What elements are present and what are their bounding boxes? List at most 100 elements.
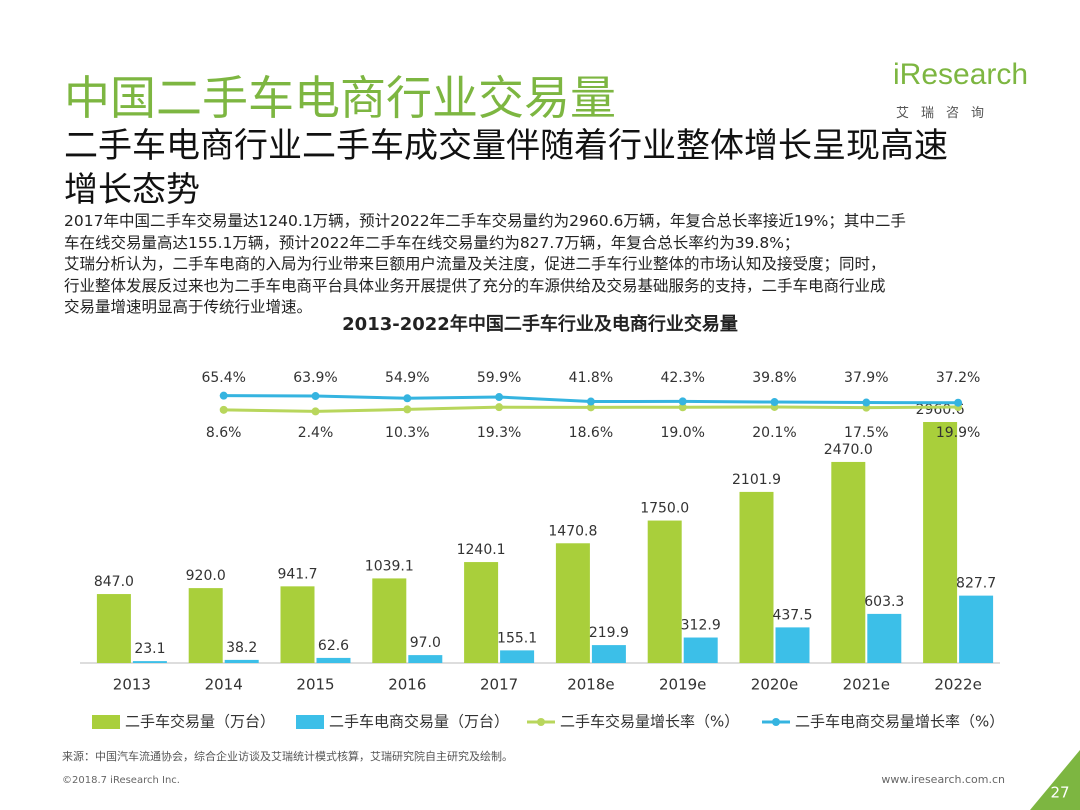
bar xyxy=(224,659,259,663)
x-tick-label: 2016 xyxy=(388,676,426,694)
bar-label: 827.7 xyxy=(956,576,996,592)
corner xyxy=(1030,750,1080,810)
bar xyxy=(500,650,535,663)
bar xyxy=(591,645,626,663)
bar-label: 603.3 xyxy=(864,594,904,610)
bar-label: 920.0 xyxy=(186,568,226,584)
line-marker xyxy=(311,392,320,401)
legend-swatch xyxy=(772,718,780,726)
bar xyxy=(96,594,131,663)
paragraph-line: 交易量增速明显高于传统行业增速。 xyxy=(64,298,313,316)
line-label: 42.3% xyxy=(660,370,704,386)
line-marker xyxy=(678,403,687,412)
bar-label: 1470.8 xyxy=(548,523,597,539)
legend-label: 二手车交易量增长率（%） xyxy=(560,713,739,731)
line-label: 65.4% xyxy=(201,370,245,386)
bar-label: 219.9 xyxy=(589,625,629,641)
bar-label: 312.9 xyxy=(681,618,721,634)
line-marker xyxy=(219,391,228,400)
line-label: 41.8% xyxy=(569,370,613,386)
paragraph-line: 艾瑞分析认为，二手车电商的入局为行业带来巨额用户流量及关注度，促进二手车行业整体… xyxy=(64,255,886,273)
subtitle: 二手车电商行业二手车成交量伴随着行业整体增长呈现高速 增长态势 xyxy=(64,124,948,212)
legend-swatch xyxy=(92,715,120,729)
line-label: 19.9% xyxy=(936,425,980,441)
logo-cn: 艾瑞咨询 xyxy=(896,106,997,121)
line-label: 19.0% xyxy=(660,425,704,441)
bar-label: 2470.0 xyxy=(824,442,873,458)
bar-label: 941.7 xyxy=(277,566,317,582)
logo: iResearch xyxy=(893,58,1029,91)
bar xyxy=(316,657,351,663)
line-label: 2.4% xyxy=(298,425,334,441)
bar xyxy=(372,578,407,663)
line-marker xyxy=(495,403,504,412)
bar xyxy=(831,461,866,663)
paragraph-line: 车在线交易量高达155.1万辆，预计2022年二手车在线交易量约为827.7万辆… xyxy=(64,233,800,252)
line-label: 63.9% xyxy=(293,370,337,386)
page-number: 27 xyxy=(1050,784,1069,802)
copyright: ©2018.7 iResearch Inc. xyxy=(62,775,180,786)
bar xyxy=(775,627,810,663)
bar xyxy=(464,562,499,663)
bar-label: 437.5 xyxy=(772,607,812,623)
bar xyxy=(280,586,315,663)
line-marker xyxy=(403,394,412,403)
slide-title: 中国二手车电商行业交易量 xyxy=(64,71,616,125)
bar xyxy=(132,661,167,663)
line-marker xyxy=(678,397,687,406)
line-marker xyxy=(311,407,320,416)
line-marker xyxy=(219,405,228,414)
line-label: 18.6% xyxy=(569,425,613,441)
line-marker xyxy=(586,397,595,406)
line-marker xyxy=(586,403,595,412)
line-label: 8.6% xyxy=(206,425,242,441)
bar-label: 2101.9 xyxy=(732,472,781,488)
url: www.iresearch.com.cn xyxy=(881,773,1005,786)
line-label: 37.2% xyxy=(936,370,980,386)
line-marker xyxy=(862,398,871,407)
bar xyxy=(555,543,590,663)
x-tick-label: 2013 xyxy=(113,676,151,694)
bar-label: 97.0 xyxy=(410,635,441,651)
x-tick-label: 2019e xyxy=(659,676,706,694)
line-marker xyxy=(770,398,779,407)
legend-label: 二手车电商交易量（万台） xyxy=(329,713,509,731)
bar xyxy=(739,491,774,663)
bar xyxy=(867,613,902,663)
line-label: 59.9% xyxy=(477,370,521,386)
line-label: 17.5% xyxy=(844,425,888,441)
x-tick-label: 2015 xyxy=(296,676,334,694)
bar xyxy=(647,520,682,663)
line-label: 37.9% xyxy=(844,370,888,386)
x-tick-label: 2020e xyxy=(751,676,798,694)
line-label: 20.1% xyxy=(752,425,796,441)
bar-label: 23.1 xyxy=(134,641,165,657)
line-label: 10.3% xyxy=(385,425,429,441)
bar xyxy=(188,588,223,663)
x-tick-label: 2014 xyxy=(205,676,243,694)
x-tick-label: 2022e xyxy=(934,676,981,694)
x-tick-label: 2021e xyxy=(843,676,890,694)
legend-label: 二手车交易量（万台） xyxy=(125,713,275,731)
bar-label: 1240.1 xyxy=(457,542,506,558)
chart-title: 2013-2022年中国二手车行业及电商行业交易量 xyxy=(342,313,738,335)
line-marker xyxy=(495,393,504,402)
subtitle-line: 二手车电商行业二手车成交量伴随着行业整体增长呈现高速 xyxy=(64,126,948,166)
paragraph-line: 2017年中国二手车交易量达1240.1万辆，预计2022年二手车交易量约为29… xyxy=(64,212,906,230)
bar-label: 155.1 xyxy=(497,630,537,646)
line-marker xyxy=(954,398,963,407)
bar-label: 847.0 xyxy=(94,574,134,590)
line-label: 19.3% xyxy=(477,425,521,441)
legend-swatch xyxy=(537,718,545,726)
bar-label: 62.6 xyxy=(318,638,349,654)
bar-label: 38.2 xyxy=(226,640,257,656)
bar xyxy=(923,422,958,663)
bar-label: 1039.1 xyxy=(365,558,414,574)
legend-label: 二手车电商交易量增长率（%） xyxy=(795,713,1004,731)
line-label: 54.9% xyxy=(385,370,429,386)
x-tick-label: 2017 xyxy=(480,676,518,694)
source: 来源：中国汽车流通协会，综合企业访谈及艾瑞统计模式核算，艾瑞研究院自主研究及绘制… xyxy=(62,749,513,763)
bar xyxy=(959,595,994,663)
